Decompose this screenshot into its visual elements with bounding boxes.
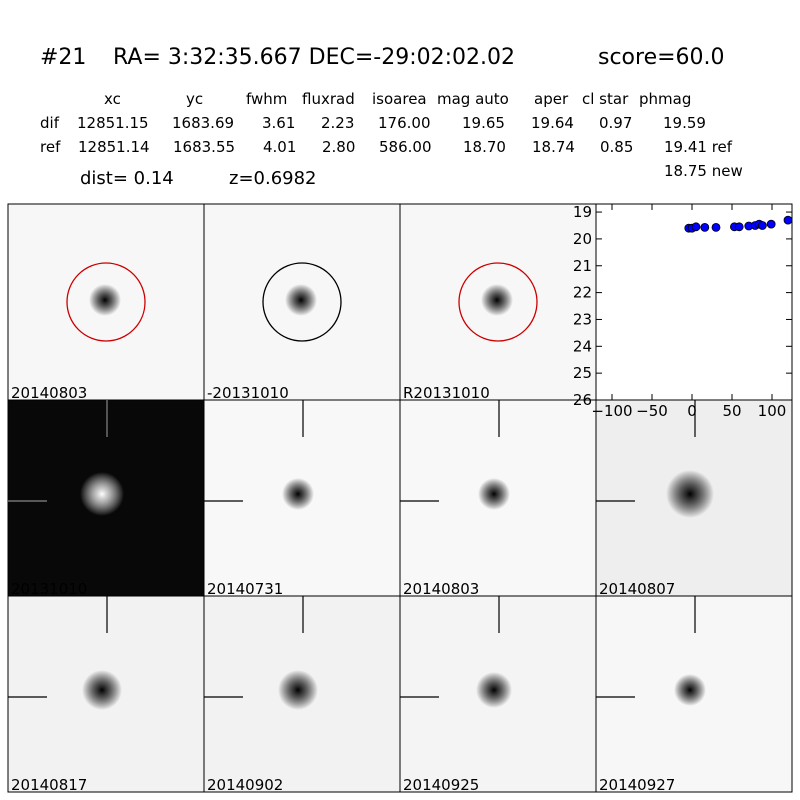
stamp-label: 20140803 (11, 384, 87, 402)
column-header: phmag (639, 90, 691, 108)
score: score=60.0 (598, 45, 725, 70)
table-cell: 19.59 (663, 114, 706, 132)
stamp-label: -20131010 (207, 384, 289, 402)
data-point (691, 222, 701, 232)
table-cell: 2.80 (322, 138, 355, 156)
stamp-label: 20140807 (599, 580, 675, 598)
y-tick-label: 22 (573, 284, 592, 302)
stamp-label: 20140902 (207, 776, 283, 794)
x-tick-label: −50 (636, 402, 668, 420)
dist: dist= 0.14 (80, 168, 174, 189)
y-tick-label: 26 (573, 391, 592, 409)
stamp-label: 20131010 (11, 580, 87, 598)
column-header: yc (186, 90, 203, 108)
table-cell: 0.97 (599, 114, 632, 132)
column-header: cl star (582, 90, 629, 108)
data-point (711, 222, 721, 232)
source (481, 284, 513, 316)
aperture-circle (458, 262, 538, 342)
source (278, 670, 318, 710)
table-cell: 586.00 (379, 138, 432, 156)
source (478, 478, 510, 510)
data-point (758, 221, 767, 230)
y-tick-label: 19 (573, 203, 592, 221)
source (285, 284, 317, 316)
data-point (734, 222, 744, 232)
table-cell: 2.23 (321, 114, 354, 132)
x-tick-label: 0 (687, 402, 697, 420)
coordinates: RA= 3:32:35.667 DEC=-29:02:02.02 (113, 45, 515, 70)
column-header: fluxrad (302, 90, 355, 108)
y-tick-label: 23 (573, 310, 592, 328)
source (282, 478, 314, 510)
aperture-circle (66, 262, 146, 342)
table-cell: 19.64 (531, 114, 574, 132)
column-header: xc (104, 90, 121, 108)
x-tick-label: 100 (758, 402, 787, 420)
x-tick-label: 50 (722, 402, 741, 420)
source (89, 284, 121, 316)
plot-area (595, 203, 793, 401)
table-note: 18.75 new (664, 162, 743, 180)
data-point (783, 215, 793, 225)
table-cell: 12851.15 (77, 114, 149, 132)
column-header: fwhm (246, 90, 287, 108)
data-point (766, 219, 776, 229)
data-point (700, 222, 710, 232)
column-header: mag auto (437, 90, 509, 108)
candidate-id: #21 (40, 45, 86, 70)
source (666, 470, 714, 518)
stamp-label: 20140927 (599, 776, 675, 794)
source (82, 670, 122, 710)
y-tick-label: 20 (573, 230, 592, 248)
table-cell: 19.65 (462, 114, 505, 132)
stamp-label: 20140731 (207, 580, 283, 598)
table-cell: 12851.14 (78, 138, 150, 156)
y-tick-label: 24 (573, 337, 592, 355)
table-cell: 19.41 ref (664, 138, 733, 156)
table-cell: 18.74 (532, 138, 575, 156)
table-cell: 176.00 (378, 114, 431, 132)
y-tick-label: 21 (573, 257, 592, 275)
aperture-circle (262, 262, 342, 342)
stamp-label: 20140925 (403, 776, 479, 794)
table-cell: 0.85 (600, 138, 633, 156)
source (476, 672, 512, 708)
x-tick-label: −100 (591, 402, 632, 420)
table-cell: 4.01 (263, 138, 296, 156)
column-header: isoarea (372, 90, 427, 108)
redshift: z=0.6982 (229, 168, 317, 189)
row-label: dif (40, 114, 60, 132)
stamp-label: 20140817 (11, 776, 87, 794)
table-cell: 1683.55 (173, 138, 235, 156)
source (674, 674, 706, 706)
stamp-label: 20140803 (403, 580, 479, 598)
table-cell: 1683.69 (172, 114, 234, 132)
stamp-label: R20131010 (403, 384, 490, 402)
table-cell: 3.61 (262, 114, 295, 132)
column-header: aper (534, 90, 569, 108)
source (80, 472, 124, 516)
table-cell: 18.70 (463, 138, 506, 156)
row-label: ref (40, 138, 61, 156)
y-tick-label: 25 (573, 364, 592, 382)
